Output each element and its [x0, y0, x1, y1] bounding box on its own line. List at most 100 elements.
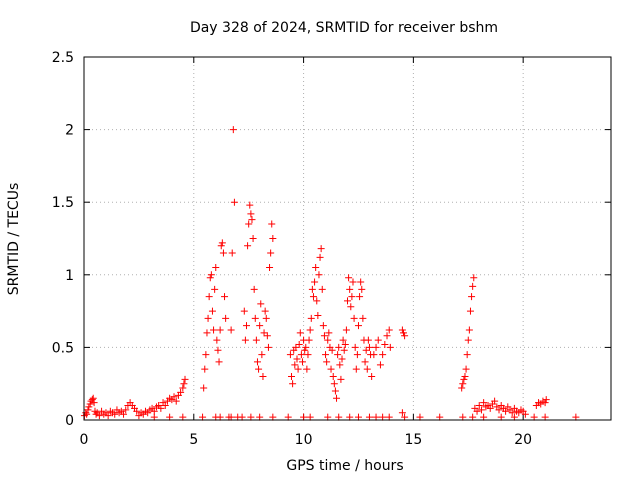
- data-point: [228, 249, 236, 257]
- data-point: [221, 293, 229, 301]
- data-point: [304, 351, 312, 359]
- data-point: [111, 410, 119, 418]
- data-point: [353, 351, 361, 359]
- data-point: [542, 396, 550, 404]
- data-point: [215, 358, 223, 366]
- data-point: [436, 413, 444, 421]
- data-point: [398, 326, 406, 334]
- data-point: [470, 274, 478, 282]
- data-point: [469, 282, 477, 290]
- data-point: [296, 329, 304, 337]
- data-point: [219, 249, 227, 257]
- data-point: [468, 293, 476, 301]
- data-point: [521, 410, 529, 418]
- data-point: [364, 336, 372, 344]
- data-point: [530, 413, 538, 421]
- data-point: [374, 336, 382, 344]
- data-point: [213, 336, 221, 344]
- data-point: [90, 399, 98, 407]
- data-point: [289, 380, 297, 388]
- data-point: [386, 343, 394, 351]
- data-point: [510, 413, 518, 421]
- data-point: [333, 394, 341, 402]
- y-tick-label: 1.5: [52, 195, 74, 211]
- data-point: [401, 413, 409, 421]
- x-tick-label: 5: [189, 432, 198, 448]
- data-point: [249, 235, 257, 242]
- data-point: [461, 372, 469, 380]
- data-point: [480, 399, 488, 407]
- data-point: [323, 358, 331, 366]
- data-point: [379, 413, 387, 421]
- data-point: [322, 351, 330, 359]
- x-axis-title: GPS time / hours: [286, 458, 403, 474]
- data-point: [269, 235, 277, 242]
- data-point: [133, 407, 141, 415]
- data-point: [361, 358, 369, 366]
- data-point: [150, 413, 158, 421]
- data-point: [242, 322, 250, 330]
- x-tick-label: 20: [514, 432, 532, 448]
- data-point: [572, 413, 580, 421]
- data-point: [354, 413, 362, 421]
- data-point: [491, 397, 499, 405]
- data-point: [211, 285, 219, 293]
- data-point: [383, 332, 391, 340]
- data-point: [286, 351, 294, 359]
- data-point: [342, 326, 350, 334]
- data-point: [252, 336, 260, 344]
- data-point: [324, 336, 332, 344]
- data-point: [459, 380, 467, 388]
- data-point: [205, 293, 213, 301]
- data-point: [248, 216, 256, 224]
- data-point: [222, 314, 230, 322]
- data-point: [218, 239, 226, 247]
- data-point: [227, 326, 235, 334]
- data-point: [284, 413, 292, 421]
- data-point: [170, 393, 178, 401]
- data-point: [216, 413, 224, 421]
- data-point: [463, 351, 471, 359]
- data-point: [306, 326, 314, 334]
- data-point: [344, 297, 351, 305]
- data-point: [350, 314, 358, 322]
- y-tick-label: 0.5: [52, 340, 74, 356]
- data-point: [251, 314, 259, 322]
- data-point: [258, 351, 266, 359]
- data-point: [398, 409, 406, 417]
- data-point: [319, 322, 327, 330]
- data-point: [541, 399, 549, 407]
- data-point: [381, 340, 389, 348]
- x-tick-label: 10: [295, 432, 313, 448]
- data-point: [477, 406, 485, 414]
- data-point: [365, 413, 373, 421]
- data-point: [473, 407, 481, 415]
- data-point: [368, 372, 376, 380]
- data-point: [238, 413, 246, 421]
- data-point: [268, 220, 276, 228]
- data-point: [288, 372, 296, 380]
- data-point: [261, 307, 269, 315]
- data-point: [247, 413, 255, 421]
- data-point: [267, 249, 275, 257]
- data-point: [313, 297, 321, 305]
- data-point: [348, 293, 356, 301]
- data-point: [301, 346, 309, 354]
- data-point: [199, 413, 207, 421]
- data-point: [122, 406, 130, 414]
- data-point: [88, 396, 96, 404]
- data-point: [508, 409, 516, 417]
- data-point: [203, 329, 211, 337]
- data-point: [229, 126, 237, 134]
- data-point: [351, 343, 359, 351]
- data-point: [305, 336, 313, 344]
- data-point: [179, 384, 187, 392]
- data-point: [497, 413, 505, 421]
- data-point: [245, 220, 253, 228]
- data-point: [416, 413, 424, 421]
- data-point: [201, 365, 209, 373]
- data-point: [227, 413, 235, 421]
- data-point: [303, 365, 311, 373]
- data-point: [314, 311, 322, 319]
